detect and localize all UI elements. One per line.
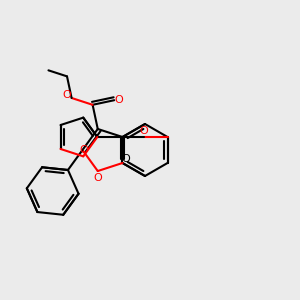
- Text: O: O: [140, 126, 148, 136]
- Text: O: O: [93, 173, 102, 183]
- Text: O: O: [62, 90, 71, 100]
- Text: O: O: [115, 95, 124, 105]
- Text: O: O: [121, 154, 130, 164]
- Text: O: O: [79, 146, 88, 155]
